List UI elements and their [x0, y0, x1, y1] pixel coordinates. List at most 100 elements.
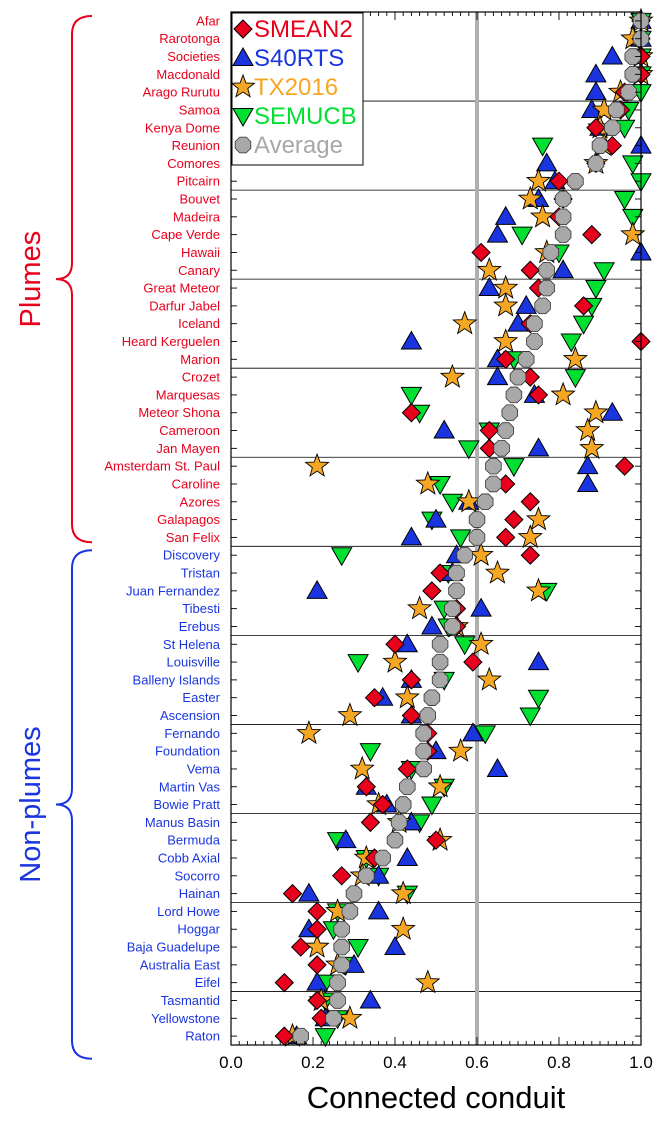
point-average-samoa [608, 101, 625, 119]
point-average-bouvet [554, 190, 572, 208]
point-semucb-baja-guadelupe [347, 939, 369, 959]
point-semucb-crozet [564, 369, 587, 389]
point-s40rts-tasmantid [359, 989, 382, 1009]
point-average-azores [476, 493, 494, 511]
point-s40rts-vema [486, 757, 509, 777]
point-average-amsterdam-st-paul [485, 457, 502, 475]
category-label: Crozet [182, 370, 221, 385]
group-brackets-layer: Plumes Non-plumes [15, 15, 93, 1060]
point-smean2-cape-verde [582, 224, 602, 245]
point-average-marquesas [505, 386, 523, 404]
category-label: Heard Kerguelen [122, 334, 220, 349]
point-average-kenya-dome [604, 119, 621, 137]
category-label: Hoggar [177, 922, 220, 937]
category-label: Tasmantid [161, 993, 220, 1008]
point-s40rts-arago-rurutu [585, 81, 607, 101]
point-tx2016-foundation [447, 737, 474, 762]
point-semucb-ascension [519, 707, 542, 727]
point-average-bermuda [386, 831, 404, 849]
point-average-vema [415, 760, 432, 778]
point-semucb-louisville [347, 654, 369, 674]
group-bracket-non-plumes [55, 549, 93, 1060]
point-average-caroline [485, 475, 502, 493]
point-s40rts-meteor-shona [601, 401, 624, 421]
point-smean2-manus-basin [360, 812, 381, 833]
point-average-madeira [554, 208, 572, 226]
category-label: Foundation [155, 744, 220, 759]
point-semucb-amsterdam-st-paul [503, 458, 525, 478]
point-semucb-easter [527, 689, 550, 709]
category-label: Marquesas [156, 387, 221, 402]
category-labels-layer: Afar Rarotonga Societies Macdonald Arago Rur… [104, 13, 220, 1043]
category-label: Lord Howe [157, 904, 220, 919]
point-average-great-meteor [538, 279, 555, 297]
point-average-hawaii [542, 244, 560, 261]
point-average-raton [292, 1027, 309, 1045]
point-tx2016-pitcairn [525, 167, 552, 192]
point-s40rts-cape-verde [486, 223, 509, 243]
point-average-fernando [415, 725, 432, 742]
legend-marker-average [234, 136, 252, 154]
point-smean2-discovery [520, 545, 541, 565]
point-smean2-azores [520, 492, 541, 512]
point-average-australia-east [333, 956, 350, 974]
category-label: Arago Rurutu [143, 85, 220, 100]
point-semucb-fernando [474, 725, 497, 745]
point-average-reunion [591, 137, 609, 154]
point-tx2016-baja-guadelupe [304, 933, 330, 958]
point-s40rts-tibesti [470, 597, 492, 617]
point-semucb-san-felix [449, 529, 472, 549]
point-smean2-kenya-dome [586, 118, 606, 138]
point-s40rts-erebus [421, 615, 443, 635]
category-label: Raton [185, 1029, 220, 1044]
legend-marker-tx2016 [230, 73, 256, 98]
point-average-cameroon [497, 422, 514, 439]
category-label: Canary [178, 263, 220, 278]
legend-box [231, 12, 364, 166]
point-semucb-foundation [359, 743, 382, 763]
point-smean2-st-helena [385, 634, 405, 654]
point-smean2-marion [495, 349, 516, 370]
point-semucb-heard-kerguelen [560, 333, 583, 353]
point-tx2016-meteor-shona [583, 399, 609, 424]
point-semucb-bowie-pratt [421, 796, 443, 816]
group-label-non-plumes: Non-plumes [15, 726, 47, 882]
point-average-balleny-islands [431, 671, 449, 689]
point-s40rts-fernando [462, 722, 484, 742]
legend-marker-smean2 [233, 19, 253, 39]
point-tx2016-amsterdam-st-paul [304, 452, 330, 477]
point-average-martin-vas [399, 778, 416, 795]
point-semucb-raton [314, 1028, 337, 1048]
point-average-manus-basin [390, 814, 408, 831]
point-smean2-hoggar [307, 919, 327, 939]
category-label: Easter [182, 690, 220, 705]
point-smean2-baja-guadelupe [290, 937, 311, 957]
category-label: Societies [167, 49, 220, 64]
point-semucb-canary [593, 262, 615, 282]
point-tx2016-hoggar [390, 915, 416, 940]
point-s40rts-cameroon [433, 419, 456, 439]
point-average-macdonald [624, 66, 642, 83]
point-average-hoggar [333, 920, 350, 938]
point-smean2-bermuda [426, 830, 446, 850]
point-smean2-hawaii [471, 242, 491, 263]
category-label: Kenya Dome [145, 120, 220, 135]
point-smean2-lord-howe [307, 901, 327, 922]
category-label: Comores [167, 156, 220, 171]
point-s40rts-caroline [576, 472, 599, 492]
point-average-eifel [329, 974, 346, 991]
point-average-crozet [509, 368, 527, 386]
point-tx2016-yellowstone [337, 1004, 363, 1030]
point-average-yellowstone [325, 1010, 342, 1027]
point-average-hainan [345, 885, 363, 902]
point-tx2016-martin-vas [427, 773, 453, 798]
point-average-socorro [358, 867, 375, 885]
point-smean2-tasmantid [307, 990, 327, 1011]
point-smean2-hainan [282, 883, 303, 904]
point-semucb-iceland [572, 315, 595, 335]
point-s40rts-eifel [306, 971, 328, 991]
category-label: Pitcairn [177, 174, 220, 189]
category-label: Samoa [179, 102, 221, 117]
point-smean2-tristan [430, 563, 450, 583]
